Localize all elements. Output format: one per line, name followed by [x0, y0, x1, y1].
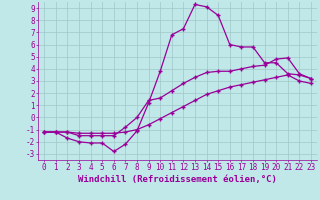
X-axis label: Windchill (Refroidissement éolien,°C): Windchill (Refroidissement éolien,°C): [78, 175, 277, 184]
